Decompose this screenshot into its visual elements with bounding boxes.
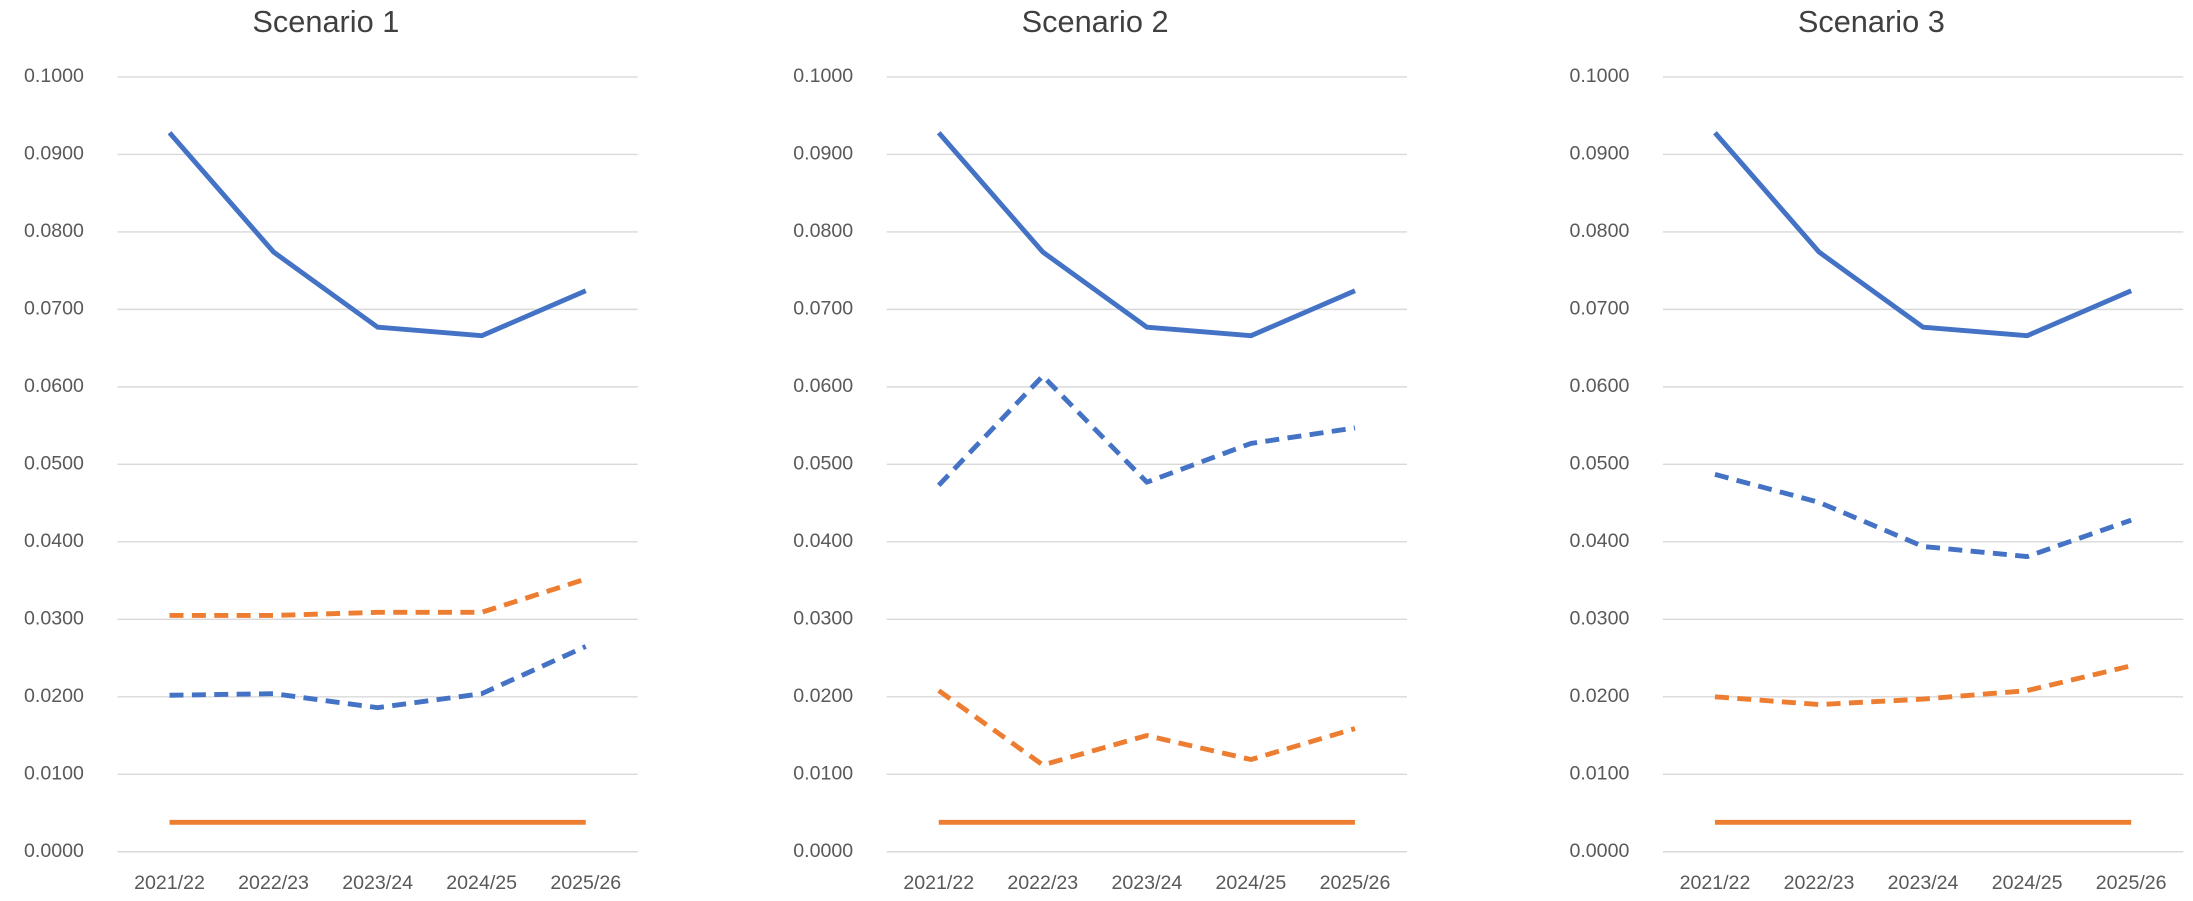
y-tick-label: 0.0500 [24,453,84,475]
series-line [169,576,587,618]
y-tick-label: 0.0700 [793,298,853,320]
x-tick-label: 2024/25 [1992,872,2063,894]
series-line [1714,472,2132,560]
y-tick-label: 0.0800 [1569,220,1629,242]
y-tick-label: 0.1000 [793,65,853,87]
x-tick-label: 2023/24 [342,872,413,894]
x-tick-label: 2021/22 [903,872,974,894]
x-tick-label: 2025/26 [2096,872,2167,894]
series-line [936,373,1356,487]
x-tick-label: 2022/23 [1007,872,1078,894]
y-tick-label: 0.0900 [1569,143,1629,165]
y-tick-label: 0.0600 [793,375,853,397]
chart-title: Scenario 1 [252,4,399,39]
x-tick-label: 2021/22 [134,872,205,894]
x-tick-label: 2021/22 [1680,872,1751,894]
y-tick-label: 0.0600 [1569,375,1629,397]
y-tick-label: 0.0700 [24,298,84,320]
y-tick-label: 0.0800 [793,220,853,242]
y-tick-label: 0.0500 [1569,453,1629,475]
x-tick-label: 2025/26 [1320,872,1391,894]
y-tick-label: 0.0000 [793,840,853,862]
y-tick-label: 0.0500 [793,453,853,475]
series-line [1713,131,2133,339]
y-tick-label: 0.1000 [1569,65,1629,87]
y-tick-label: 0.0000 [1569,840,1629,862]
series-line [1714,663,2132,707]
x-tick-label: 2024/25 [446,872,517,894]
x-tick-label: 2024/25 [1216,872,1287,894]
series-line [936,131,1356,339]
series-line [937,688,1356,768]
chart-title: Scenario 3 [1798,4,1945,39]
series-line [169,644,587,711]
y-tick-label: 0.0400 [24,530,84,552]
y-tick-label: 0.0600 [24,375,84,397]
x-tick-label: 2025/26 [550,872,621,894]
y-tick-label: 0.0300 [24,607,84,629]
y-tick-label: 0.0300 [1569,607,1629,629]
y-tick-label: 0.0300 [793,607,853,629]
y-tick-label: 0.0200 [1569,685,1629,707]
y-tick-label: 0.0200 [24,685,84,707]
y-tick-label: 0.0200 [793,685,853,707]
series-line [167,131,587,339]
y-tick-label: 0.0100 [1569,762,1629,784]
y-tick-label: 0.0400 [793,530,853,552]
y-tick-label: 0.0100 [793,762,853,784]
chart-title: Scenario 2 [1022,4,1169,39]
x-tick-label: 2023/24 [1111,872,1182,894]
y-tick-label: 0.0000 [24,840,84,862]
y-tick-label: 0.0900 [24,143,84,165]
x-tick-label: 2022/23 [1784,872,1855,894]
x-tick-label: 2023/24 [1888,872,1959,894]
y-tick-label: 0.0400 [1569,530,1629,552]
y-tick-label: 0.0900 [793,143,853,165]
x-tick-label: 2022/23 [238,872,309,894]
y-tick-label: 0.0100 [24,762,84,784]
y-tick-label: 0.1000 [24,65,84,87]
y-tick-label: 0.0700 [1569,298,1629,320]
y-tick-label: 0.0800 [24,220,84,242]
